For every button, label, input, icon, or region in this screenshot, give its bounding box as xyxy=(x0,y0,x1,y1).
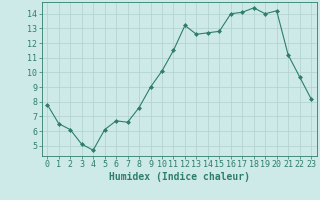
X-axis label: Humidex (Indice chaleur): Humidex (Indice chaleur) xyxy=(109,172,250,182)
